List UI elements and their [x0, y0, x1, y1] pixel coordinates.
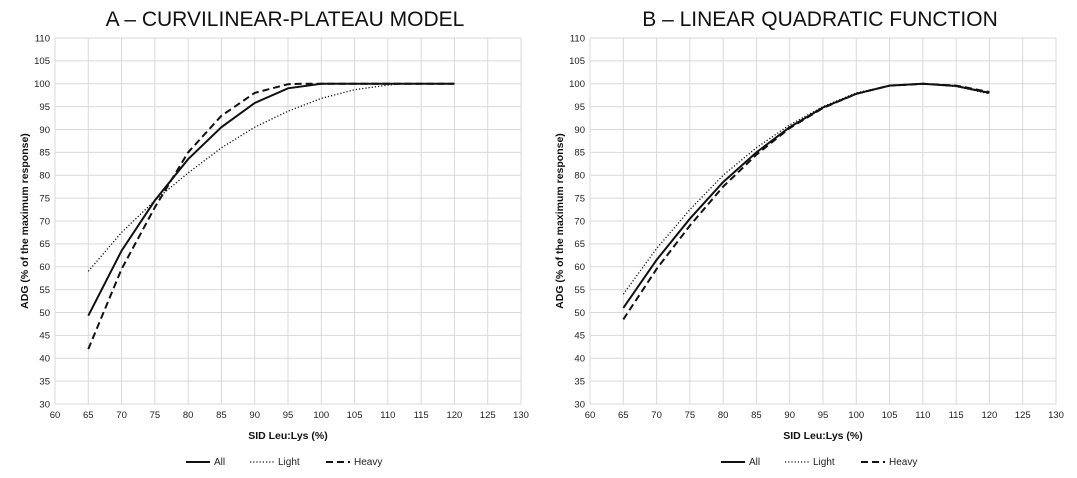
- x-tick-label: 60: [50, 410, 61, 421]
- chart-b: B – LINEAR QUADRATIC FUNCTION 30 35 40 45 50 5…: [554, 8, 1064, 468]
- y-tick-label: 70: [574, 216, 585, 227]
- y-tick-label: 50: [39, 308, 50, 319]
- x-axis-label: SID Leu:Lys (%): [248, 430, 328, 442]
- x-tick-label: 75: [685, 410, 696, 421]
- y-tick-label: 80: [39, 171, 50, 182]
- y-tick-label: 105: [34, 56, 50, 67]
- legend-label-light: Light: [278, 457, 300, 468]
- legend-label-all: All: [749, 457, 760, 468]
- x-tick-label: 115: [949, 410, 964, 421]
- y-tick-label: 75: [574, 193, 585, 204]
- y-tick-label: 75: [39, 193, 50, 204]
- series-line-heavy: [87, 82, 455, 350]
- x-tick-label: 90: [784, 410, 795, 421]
- y-tick-label: 40: [574, 354, 585, 365]
- y-tick-label: 100: [569, 79, 585, 90]
- series-line-all: [87, 82, 455, 317]
- x-tick-label: 120: [446, 410, 462, 421]
- series-line-light: [622, 83, 990, 295]
- x-tick-label: 115: [414, 410, 429, 421]
- x-tick-label: 130: [1048, 410, 1064, 421]
- series-line-all: [622, 82, 990, 309]
- legend-label-light: Light: [813, 457, 835, 468]
- chart-a: A – CURVILINEAR-PLATEAU MODEL 30 35 40 45 50 5…: [19, 8, 529, 468]
- chart-title: A – CURVILINEAR-PLATEAU MODEL: [106, 8, 465, 31]
- y-tick-label: 100: [34, 79, 50, 90]
- legend: All Light Heavy: [721, 457, 917, 468]
- series-line-light: [87, 83, 455, 272]
- x-tick-label: 70: [651, 410, 662, 421]
- x-tick-label: 80: [718, 410, 729, 421]
- x-tick-label: 110: [380, 410, 395, 421]
- legend-label-heavy: Heavy: [889, 457, 917, 468]
- x-tick-label: 100: [848, 410, 864, 421]
- y-tick-label: 70: [39, 216, 50, 227]
- y-tick-label: 35: [39, 376, 50, 387]
- x-tick-label: 65: [618, 410, 629, 421]
- x-tick-label: 130: [513, 410, 529, 421]
- x-tick-label: 75: [150, 410, 161, 421]
- legend-label-heavy: Heavy: [354, 457, 382, 468]
- x-tick-label: 100: [313, 410, 329, 421]
- y-tick-label: 55: [39, 285, 50, 296]
- y-tick-label: 45: [39, 331, 50, 342]
- y-tick-label: 35: [574, 376, 585, 387]
- series-line-heavy: [622, 82, 990, 320]
- y-tick-label: 90: [39, 125, 50, 136]
- y-tick-label: 60: [574, 262, 585, 273]
- x-tick-label: 125: [1015, 410, 1031, 421]
- x-tick-label: 105: [882, 410, 898, 421]
- y-tick-label: 50: [574, 308, 585, 319]
- x-tick-label: 105: [347, 410, 363, 421]
- y-tick-label: 95: [39, 102, 50, 113]
- y-axis-label: ADG (% of the maximum response): [19, 133, 31, 309]
- y-tick-label: 110: [35, 33, 50, 44]
- y-tick-label: 95: [574, 102, 585, 113]
- y-tick-label: 85: [39, 148, 50, 159]
- y-tick-label: 45: [574, 331, 585, 342]
- x-axis-label: SID Leu:Lys (%): [783, 430, 863, 442]
- x-tick-label: 60: [585, 410, 596, 421]
- x-tick-label: 95: [818, 410, 829, 421]
- x-tick-label: 110: [915, 410, 930, 421]
- y-tick-label: 60: [39, 262, 50, 273]
- y-tick-label: 85: [574, 148, 585, 159]
- x-tick-label: 85: [751, 410, 762, 421]
- x-tick-label: 90: [249, 410, 260, 421]
- legend-label-all: All: [214, 457, 225, 468]
- y-axis-label: ADG (% of the maximum response): [554, 133, 566, 309]
- y-tick-label: 30: [574, 399, 585, 410]
- y-tick-label: 40: [39, 354, 50, 365]
- legend: All Light Heavy: [186, 457, 382, 468]
- x-tick-label: 120: [981, 410, 997, 421]
- x-tick-label: 85: [216, 410, 227, 421]
- y-tick-label: 105: [569, 56, 585, 67]
- y-tick-label: 90: [574, 125, 585, 136]
- y-tick-label: 30: [39, 399, 50, 410]
- x-tick-label: 80: [183, 410, 194, 421]
- x-tick-label: 125: [480, 410, 496, 421]
- x-tick-label: 70: [116, 410, 127, 421]
- y-tick-label: 55: [574, 285, 585, 296]
- y-tick-label: 65: [39, 239, 50, 250]
- y-tick-label: 65: [574, 239, 585, 250]
- y-tick-label: 80: [574, 171, 585, 182]
- x-tick-label: 95: [283, 410, 294, 421]
- x-tick-label: 65: [83, 410, 94, 421]
- y-tick-label: 110: [570, 33, 585, 44]
- chart-title: B – LINEAR QUADRATIC FUNCTION: [642, 8, 997, 31]
